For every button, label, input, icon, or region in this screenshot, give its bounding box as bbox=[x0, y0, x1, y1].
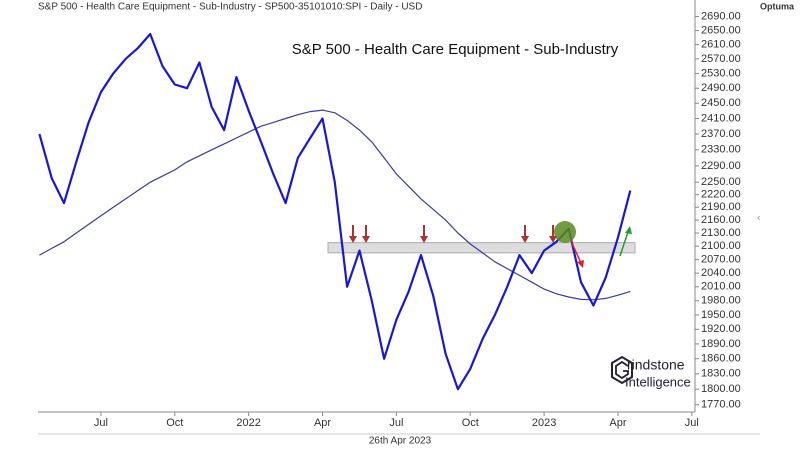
logo-line-1: rindstone bbox=[627, 357, 685, 373]
x-tick-label: Apr bbox=[609, 417, 626, 429]
y-tick-label: 1950.00 bbox=[701, 309, 741, 321]
y-tick-label: 2650.00 bbox=[701, 24, 741, 36]
plot: 1770.00 1800.00 1830.00 1860.00 1890.00 1920.… bbox=[38, 10, 741, 429]
y-tick-label: 2130.00 bbox=[701, 227, 741, 239]
y-tick-label: 2570.00 bbox=[701, 53, 741, 65]
x-tick-label: Jul bbox=[94, 417, 108, 429]
logo-line-2: Intelligence bbox=[625, 374, 691, 389]
arrow-green bbox=[619, 226, 632, 257]
y-tick-label: 1860.00 bbox=[701, 353, 741, 365]
y-tick-label: 2220.00 bbox=[701, 189, 741, 201]
logo-g bbox=[615, 360, 629, 380]
logo-icon bbox=[611, 355, 633, 385]
chart-title: S&P 500 - Health Care Equipment - Sub-In… bbox=[292, 41, 619, 58]
y-tick-label: 2070.00 bbox=[701, 253, 741, 265]
x-tick-label: Jul bbox=[389, 417, 403, 429]
y-tick-label: 2100.00 bbox=[701, 240, 741, 252]
x-tick-label: Apr bbox=[314, 417, 331, 429]
y-tick-label: 2040.00 bbox=[701, 267, 741, 279]
y-tick-label: 1830.00 bbox=[701, 368, 741, 380]
scroll-hint: ‹ bbox=[757, 213, 760, 224]
x-tick-label: Jul bbox=[685, 417, 699, 429]
y-tick-label: 2250.00 bbox=[701, 176, 741, 188]
resistance-band bbox=[327, 242, 636, 254]
y-tick-label: 2330.00 bbox=[701, 144, 741, 156]
x-tick-label: 2023 bbox=[532, 417, 556, 429]
chart-header: S&P 500 - Health Care Equipment - Sub-In… bbox=[38, 2, 422, 13]
brand: Optuma bbox=[760, 1, 795, 11]
logo: rindstone Intelligence bbox=[611, 355, 691, 389]
highlight-circle bbox=[554, 221, 576, 243]
x-tick-label: 2022 bbox=[236, 417, 260, 429]
y-tick-label: 2190.00 bbox=[701, 201, 741, 213]
arrow-red bbox=[570, 240, 584, 268]
y-tick-label: 1770.00 bbox=[701, 399, 741, 411]
y-tick-label: 1890.00 bbox=[701, 338, 741, 350]
y-tick-label: 2610.00 bbox=[701, 38, 741, 50]
y-tick-label: 2450.00 bbox=[701, 97, 741, 109]
y-tick-label: 2370.00 bbox=[701, 128, 741, 140]
price-line bbox=[38, 32, 632, 391]
y-tick-label: 2010.00 bbox=[701, 281, 741, 293]
moving-average-line bbox=[39, 109, 631, 301]
y-tick-label: 2690.00 bbox=[701, 10, 741, 22]
date-label: 26th Apr 2023 bbox=[369, 436, 432, 447]
annotations bbox=[349, 221, 632, 268]
x-tick-label: Oct bbox=[166, 417, 183, 429]
y-tick-label: 1800.00 bbox=[701, 383, 741, 395]
x-tick-label: Oct bbox=[462, 417, 479, 429]
y-tick-label: 1920.00 bbox=[701, 323, 741, 335]
y-tick-label: 2530.00 bbox=[701, 67, 741, 79]
y-tick-label: 2160.00 bbox=[701, 214, 741, 226]
y-tick-label: 2410.00 bbox=[701, 112, 741, 124]
y-tick-label: 2290.00 bbox=[701, 160, 741, 172]
arrows-down bbox=[349, 225, 557, 243]
y-tick-label: 2490.00 bbox=[701, 82, 741, 94]
y-tick-label: 1980.00 bbox=[701, 295, 741, 307]
